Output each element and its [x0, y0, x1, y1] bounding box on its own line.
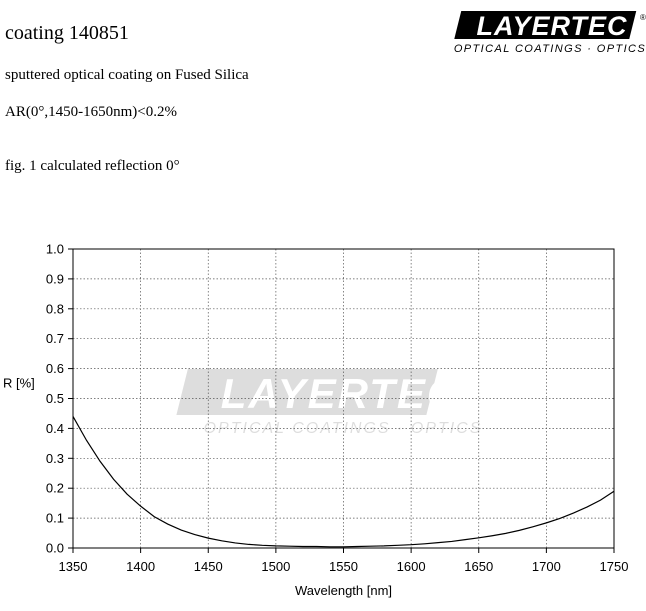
logo-registered-mark: ® — [640, 13, 646, 22]
layertec-logo: LAYERTEC ® OPTICAL COATINGS · OPTICS — [454, 11, 646, 55]
plot-frame — [72, 248, 615, 549]
reflection-chart: LAYERTEC OPTICAL COATINGS · OPTICS 0.00.… — [3, 242, 629, 599]
y-tick-label: 1.0 — [46, 242, 64, 257]
y-tick-label: 0.8 — [46, 301, 64, 316]
x-axis-label: Wavelength [nm] — [295, 583, 392, 598]
y-tick-label: 0.2 — [46, 481, 64, 496]
x-tick-label: 1400 — [126, 559, 155, 574]
x-tick-label: 1750 — [600, 559, 629, 574]
logo-wordmark: LAYERTEC — [476, 11, 627, 41]
figure-caption: fig. 1 calculated reflection 0° — [5, 158, 180, 174]
document-title: coating 140851 — [5, 22, 129, 44]
y-tick-label: 0.6 — [46, 361, 64, 376]
watermark-wordmark: LAYERTEC — [221, 370, 459, 417]
y-tick-label: 0.1 — [46, 511, 64, 526]
watermark: LAYERTEC OPTICAL COATINGS · OPTICS — [176, 369, 480, 437]
y-tick-labels: 0.0 0.1 0.2 0.3 0.4 0.5 0.6 0.7 0.8 0.9 1.0 — [46, 242, 64, 556]
x-tick-label: 1700 — [532, 559, 561, 574]
logo-wordmark-group: LAYERTEC — [454, 11, 637, 41]
x-tick-label: 1450 — [194, 559, 223, 574]
series-line-reflection — [72, 416, 615, 548]
watermark-background — [176, 369, 438, 415]
y-tick-label: 0.0 — [46, 541, 64, 556]
y-axis-label: R [%] — [3, 376, 35, 391]
document-description: sputtered optical coating on Fused Silic… — [5, 67, 249, 83]
x-tick-labels: 1350 1400 1450 1500 1550 1600 1650 1700 1750 — [59, 559, 629, 574]
y-tick-label: 0.7 — [46, 331, 64, 346]
y-tick-label: 0.4 — [46, 421, 64, 436]
x-tick-label: 1550 — [329, 559, 358, 574]
logo-tagline: OPTICAL COATINGS · OPTICS — [454, 43, 646, 55]
coating-spec: AR(0°,1450-1650nm)<0.2% — [5, 104, 177, 120]
axis-ticks — [68, 248, 615, 553]
x-tick-label: 1350 — [59, 559, 88, 574]
y-tick-label: 0.5 — [46, 391, 64, 406]
grid — [73, 249, 614, 548]
x-tick-label: 1600 — [397, 559, 426, 574]
y-tick-label: 0.3 — [46, 451, 64, 466]
logo-wordmark-background — [454, 11, 637, 39]
x-tick-label: 1500 — [261, 559, 290, 574]
x-tick-label: 1650 — [464, 559, 493, 574]
y-tick-label: 0.9 — [46, 271, 64, 286]
